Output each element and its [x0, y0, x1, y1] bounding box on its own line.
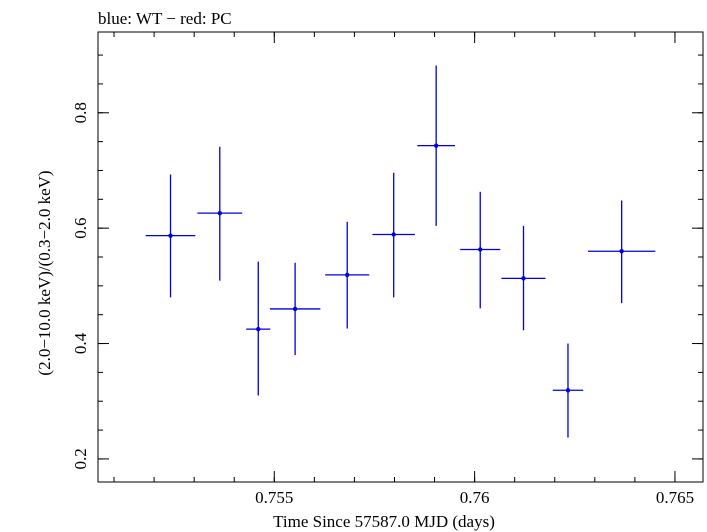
point-marker	[565, 388, 571, 393]
point-marker	[391, 232, 396, 237]
data-point	[460, 191, 501, 309]
point-marker	[619, 249, 624, 254]
x-tick-label: 0.765	[656, 488, 694, 507]
data-point	[269, 262, 321, 356]
data-point	[417, 65, 455, 226]
data-point	[501, 225, 546, 331]
data-points	[145, 65, 656, 438]
x-tick-label: 0.755	[255, 488, 293, 507]
y-tick-label: 0.2	[71, 448, 90, 469]
data-point	[325, 221, 370, 329]
x-axis-label: Time Since 57587.0 MJD (days)	[273, 512, 495, 531]
plot-frame	[97, 31, 704, 483]
y-tick-label: 0.8	[71, 102, 90, 123]
data-point	[145, 174, 196, 298]
x-tick-label: 0.76	[460, 488, 490, 507]
data-point	[197, 146, 243, 281]
y-tick-label: 0.6	[71, 218, 90, 239]
point-marker	[433, 143, 439, 148]
point-marker	[521, 276, 526, 281]
axis-ticks	[98, 32, 703, 482]
point-marker	[217, 210, 223, 216]
point-marker	[345, 272, 350, 278]
point-marker	[256, 326, 261, 332]
chart-title: blue: WT − red: PC	[98, 9, 232, 28]
point-marker	[292, 306, 298, 312]
tick-labels: 0.755 0.76 0.765 0.2 0.4 0.6 0.8	[71, 102, 694, 507]
y-axis-label: (2.0−10.0 keV)/(0.3−2.0 keV)	[35, 170, 54, 375]
data-point	[588, 200, 656, 304]
data-point	[246, 261, 271, 396]
point-marker	[478, 247, 483, 252]
point-marker	[168, 233, 173, 238]
y-tick-label: 0.4	[71, 332, 90, 354]
data-point	[372, 172, 415, 298]
data-point	[552, 343, 584, 438]
